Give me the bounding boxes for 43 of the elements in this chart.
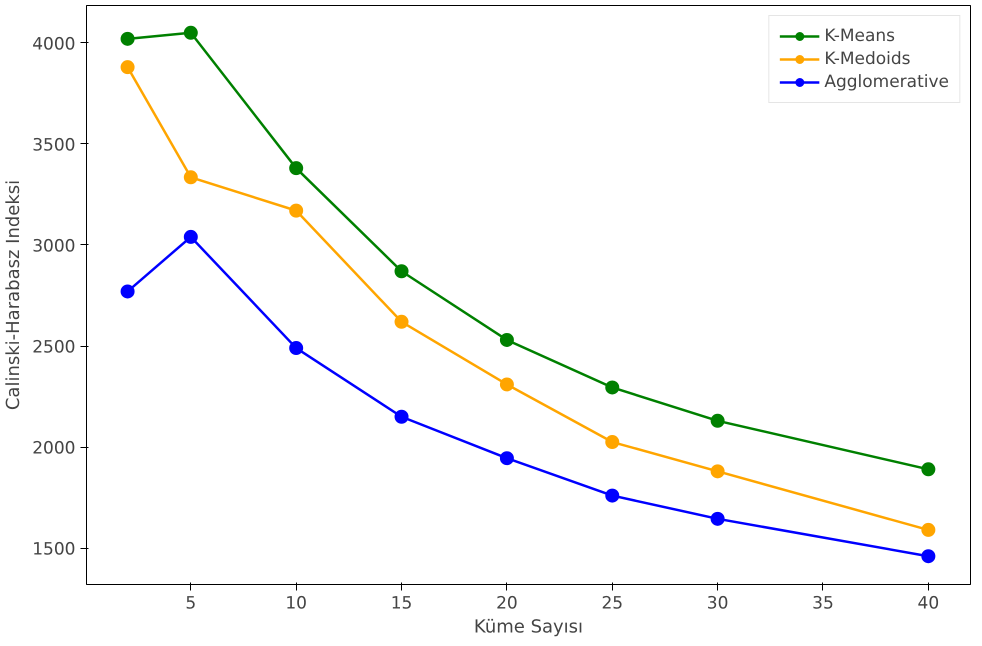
- y-tick-label: 2000: [32, 438, 76, 459]
- point: [500, 451, 514, 466]
- x-tick-label: 15: [390, 594, 412, 614]
- legend-label: K-Medoids: [824, 49, 911, 69]
- point: [394, 264, 409, 278]
- point: [500, 377, 514, 392]
- point: [120, 32, 135, 46]
- x-tick-label: 35: [812, 594, 834, 614]
- x-tick-label: 30: [706, 594, 728, 614]
- point: [921, 522, 936, 537]
- point: [184, 170, 198, 184]
- point: [289, 204, 304, 218]
- point: [120, 284, 135, 298]
- x-axis-title: Küme Sayısı: [474, 616, 584, 638]
- point: [120, 60, 135, 74]
- legend-label: Agglomerative: [824, 72, 949, 92]
- y-tick-label: 3500: [32, 135, 76, 156]
- y-tick-label: 1500: [32, 540, 76, 560]
- point: [710, 414, 725, 428]
- point: [184, 230, 198, 244]
- point: [605, 435, 620, 450]
- legend-label: K-Means: [824, 26, 896, 46]
- y-tick-label: 3000: [32, 236, 76, 256]
- x-tick-label: 10: [285, 594, 307, 614]
- point: [921, 462, 936, 476]
- point: [710, 512, 725, 526]
- x-tick-label: 5: [185, 594, 196, 614]
- point: [500, 332, 514, 347]
- point: [605, 380, 620, 394]
- y-tick-label: 2500: [32, 338, 76, 358]
- point: [184, 26, 198, 40]
- point: [605, 488, 620, 503]
- x-tick-label: 40: [918, 594, 940, 614]
- y-tick-label: 4000: [32, 34, 76, 54]
- point: [289, 341, 304, 356]
- x-tick-label: 20: [496, 594, 518, 614]
- point: [710, 464, 725, 478]
- x-tick-label: 25: [601, 594, 624, 614]
- y-axis-title: Calinski-Harabasz Indeksi: [3, 180, 24, 410]
- point: [394, 410, 409, 424]
- point: [394, 314, 409, 329]
- point: [289, 161, 304, 176]
- point: [921, 549, 936, 564]
